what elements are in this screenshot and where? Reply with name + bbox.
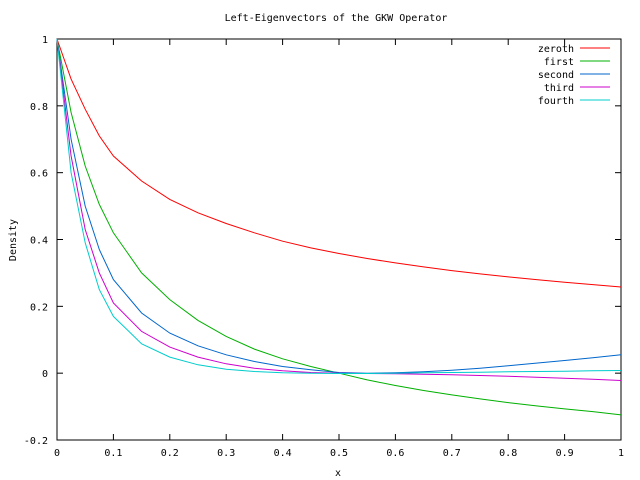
series-line-zeroth	[56, 38, 622, 288]
y-axis: -0.2 0 0.2 0.4 0.6 0.8 1	[24, 35, 621, 447]
x-tick-label: 0.6	[386, 448, 404, 459]
y-tick-label: 0.2	[30, 302, 48, 313]
x-axis: 0 0.1 0.2 0.3 0.4 0.5 0.6 0.7 0.8 0.9 1	[54, 39, 624, 459]
series-line-fourth	[56, 38, 622, 374]
y-tick-label: -0.2	[24, 436, 48, 447]
series-line-second	[56, 38, 622, 374]
y-axis-label: Density	[8, 219, 19, 261]
legend-label-fourth: fourth	[538, 96, 574, 107]
y-tick-label: 0.8	[30, 102, 48, 113]
y-tick-label: 0	[42, 369, 48, 380]
series-line-first	[56, 38, 622, 416]
x-tick-label: 0.2	[161, 448, 179, 459]
x-tick-label: 1	[618, 448, 624, 459]
legend-label-third: third	[544, 83, 574, 94]
y-tick-label: 0.4	[30, 236, 48, 247]
plot-frame	[56, 38, 622, 441]
legend-label-zeroth: zeroth	[538, 44, 574, 55]
plot-border	[56, 38, 622, 441]
y-tick-label: 1	[42, 35, 48, 46]
x-tick-label: 0.3	[217, 448, 235, 459]
x-axis-label: x	[335, 468, 341, 479]
legend-label-first: first	[544, 57, 574, 68]
x-tick-label: 0	[54, 448, 60, 459]
chart-title: Left-Eigenvectors of the GKW Operator	[225, 13, 448, 24]
series-group	[56, 38, 622, 416]
legend: zeroth first second third fourth	[538, 44, 610, 107]
x-tick-label: 0.7	[443, 448, 461, 459]
y-tick-label: 0.6	[30, 169, 48, 180]
x-tick-label: 0.5	[330, 448, 348, 459]
series-line-third	[56, 38, 622, 381]
x-tick-label: 0.9	[556, 448, 574, 459]
x-tick-label: 0.4	[274, 448, 292, 459]
legend-label-second: second	[538, 70, 574, 81]
x-tick-label: 0.1	[104, 448, 122, 459]
x-tick-label: 0.8	[499, 448, 517, 459]
